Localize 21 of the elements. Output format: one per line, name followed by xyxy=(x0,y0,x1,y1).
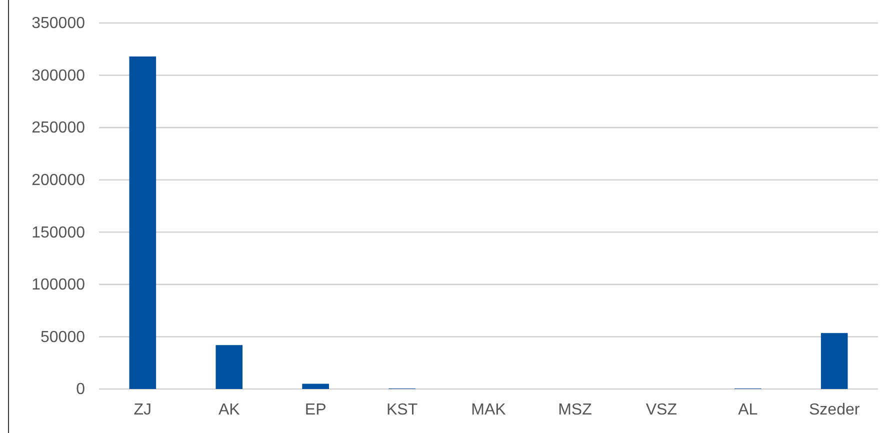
x-tick-label: AK xyxy=(218,401,240,418)
bar xyxy=(820,333,848,389)
y-tick-label: 200000 xyxy=(32,172,86,189)
y-tick-label: 150000 xyxy=(32,224,86,242)
x-tick-label: MAK xyxy=(471,401,506,418)
x-tick-label: VSZ xyxy=(646,401,678,418)
y-tick-label: 100000 xyxy=(32,276,86,294)
bar xyxy=(216,345,243,389)
bar xyxy=(129,56,156,389)
y-tick-label: 0 xyxy=(76,381,86,398)
y-tick-label: 350000 xyxy=(32,15,86,32)
y-tick-label: 300000 xyxy=(32,67,86,84)
y-tick-label: 50000 xyxy=(40,328,86,346)
x-tick-label: Szeder xyxy=(808,401,860,418)
bar xyxy=(302,384,329,389)
x-tick-label: ZJ xyxy=(134,401,152,418)
y-tick-label: 250000 xyxy=(32,120,86,137)
x-tick-label: KST xyxy=(386,401,418,418)
x-tick-label: EP xyxy=(304,401,326,418)
x-tick-label: MSZ xyxy=(558,401,592,418)
x-tick-label: AL xyxy=(738,401,758,418)
